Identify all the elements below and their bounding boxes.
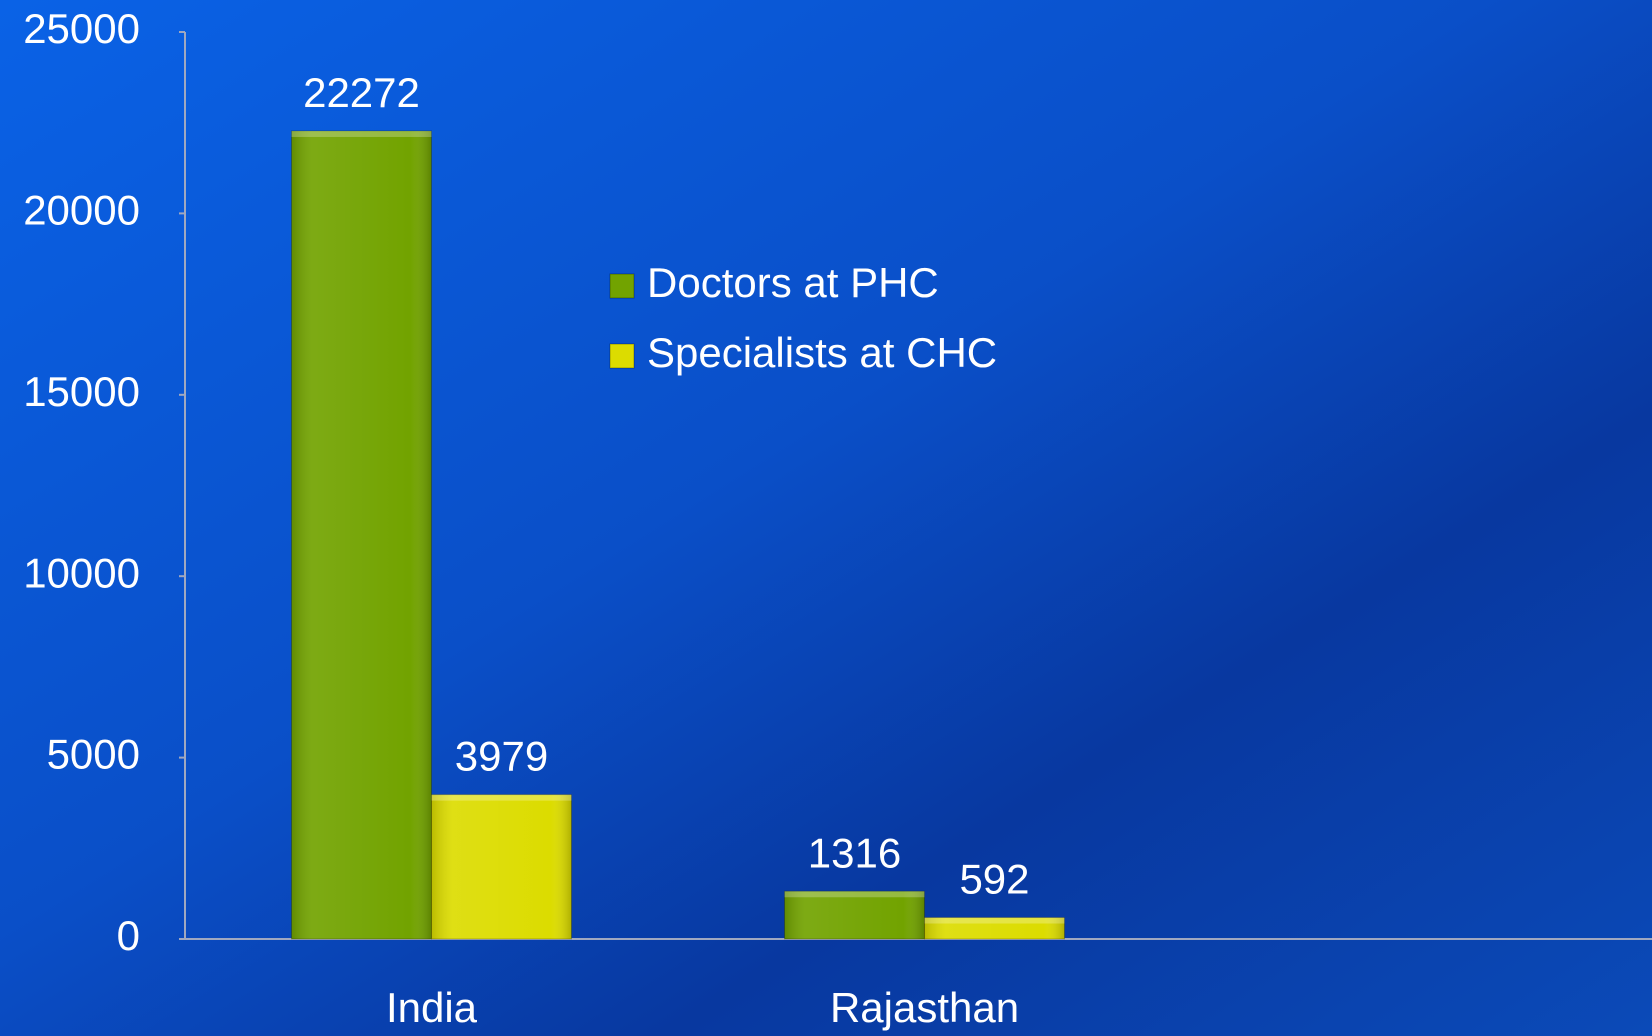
bar-top	[431, 794, 572, 801]
bar-top	[784, 891, 925, 898]
data-label: 22272	[303, 69, 420, 116]
x-tick-label: India	[386, 984, 478, 1031]
data-label: 3979	[455, 733, 548, 780]
bar-shade	[924, 917, 1065, 939]
bar-shade	[291, 130, 432, 939]
y-tick-label: 25000	[23, 5, 140, 52]
x-tick-label: Rajasthan	[830, 984, 1019, 1031]
legend-swatch	[609, 343, 635, 369]
y-tick-label: 10000	[23, 549, 140, 596]
legend-label: Specialists at CHC	[647, 329, 997, 376]
bar-shade	[784, 891, 925, 939]
y-tick-label: 0	[117, 912, 140, 959]
bar-top	[924, 917, 1065, 924]
legend-label: Doctors at PHC	[647, 259, 939, 306]
bar-shade	[431, 794, 572, 939]
y-tick-label: 15000	[23, 368, 140, 415]
legend-swatch	[609, 273, 635, 299]
data-label: 592	[959, 856, 1029, 903]
y-tick-label: 20000	[23, 186, 140, 233]
bar-top	[291, 130, 432, 137]
data-label: 1316	[808, 829, 901, 876]
y-tick-label: 5000	[47, 731, 140, 778]
